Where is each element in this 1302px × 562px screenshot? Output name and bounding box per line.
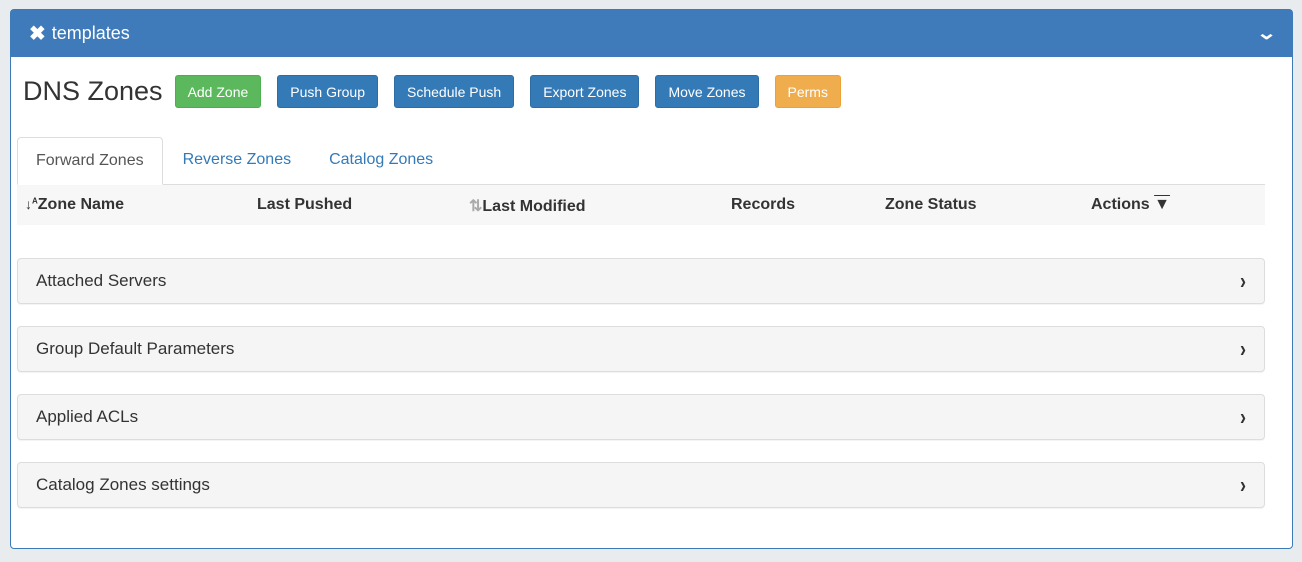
chevron-right-icon: ›	[1240, 403, 1246, 430]
section-catalog-zones-settings[interactable]: Catalog Zones settings ›	[17, 462, 1265, 508]
sort-alpha-icon: ↓A	[25, 196, 38, 212]
close-icon[interactable]: ✖	[29, 23, 46, 45]
col-records[interactable]: Records	[731, 196, 796, 213]
tab-reverse-zones[interactable]: Reverse Zones	[182, 151, 292, 168]
push-group-button[interactable]: Push Group	[277, 75, 378, 108]
col-zone-status[interactable]: Zone Status	[885, 196, 977, 213]
panel-title: templates	[51, 23, 130, 43]
tab-catalog-zones[interactable]: Catalog Zones	[329, 151, 434, 168]
chevron-down-icon[interactable]: ⌄	[1255, 23, 1278, 43]
add-zone-button[interactable]: Add Zone	[174, 75, 262, 108]
col-actions[interactable]: Actions ▼	[1091, 196, 1170, 213]
section-applied-acls[interactable]: Applied ACLs ›	[17, 394, 1265, 440]
col-last-modified[interactable]: ⇅Last Modified	[469, 198, 586, 215]
schedule-push-button[interactable]: Schedule Push	[394, 75, 515, 108]
page-title: DNS Zones	[23, 76, 163, 106]
chevron-right-icon: ›	[1240, 335, 1246, 362]
col-zone-name[interactable]: ↓AZone Name	[25, 196, 125, 213]
section-attached-servers[interactable]: Attached Servers ›	[17, 258, 1265, 304]
sort-icon: ⇅	[469, 198, 483, 215]
panel-header[interactable]: ✖ templates ⌄	[11, 10, 1292, 57]
chevron-right-icon: ›	[1240, 471, 1246, 498]
col-last-pushed[interactable]: Last Pushed	[257, 196, 353, 213]
table-header: ↓AZone Name Last Pushed ⇅Last Modified R…	[17, 185, 1265, 225]
perms-button[interactable]: Perms	[774, 75, 841, 108]
filter-icon[interactable]: ▼	[1154, 196, 1170, 213]
export-zones-button[interactable]: Export Zones	[530, 75, 640, 108]
section-group-default-parameters[interactable]: Group Default Parameters ›	[17, 326, 1265, 372]
move-zones-button[interactable]: Move Zones	[655, 75, 759, 108]
tab-forward-zones[interactable]: Forward Zones	[17, 137, 163, 185]
zone-tabs: Forward Zones Reverse Zones Catalog Zone…	[17, 137, 1265, 185]
chevron-right-icon: ›	[1240, 267, 1246, 294]
